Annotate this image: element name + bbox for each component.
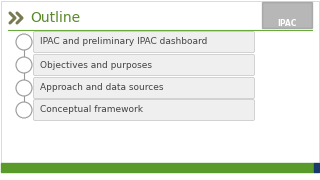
- FancyBboxPatch shape: [34, 100, 254, 120]
- Text: IPAC: IPAC: [277, 19, 297, 28]
- Text: IPAC and preliminary IPAC dashboard: IPAC and preliminary IPAC dashboard: [40, 37, 207, 46]
- Circle shape: [16, 80, 32, 96]
- Circle shape: [16, 57, 32, 73]
- Text: Objectives and purposes: Objectives and purposes: [40, 60, 152, 69]
- Text: Outline: Outline: [30, 11, 80, 25]
- Text: Approach and data sources: Approach and data sources: [40, 84, 164, 93]
- Circle shape: [16, 102, 32, 118]
- Bar: [1, 163, 314, 172]
- Bar: [262, 2, 312, 28]
- FancyBboxPatch shape: [34, 78, 254, 98]
- Text: Conceptual framework: Conceptual framework: [40, 105, 143, 114]
- FancyBboxPatch shape: [34, 55, 254, 75]
- FancyBboxPatch shape: [34, 31, 254, 53]
- Bar: [314, 163, 319, 172]
- Circle shape: [16, 34, 32, 50]
